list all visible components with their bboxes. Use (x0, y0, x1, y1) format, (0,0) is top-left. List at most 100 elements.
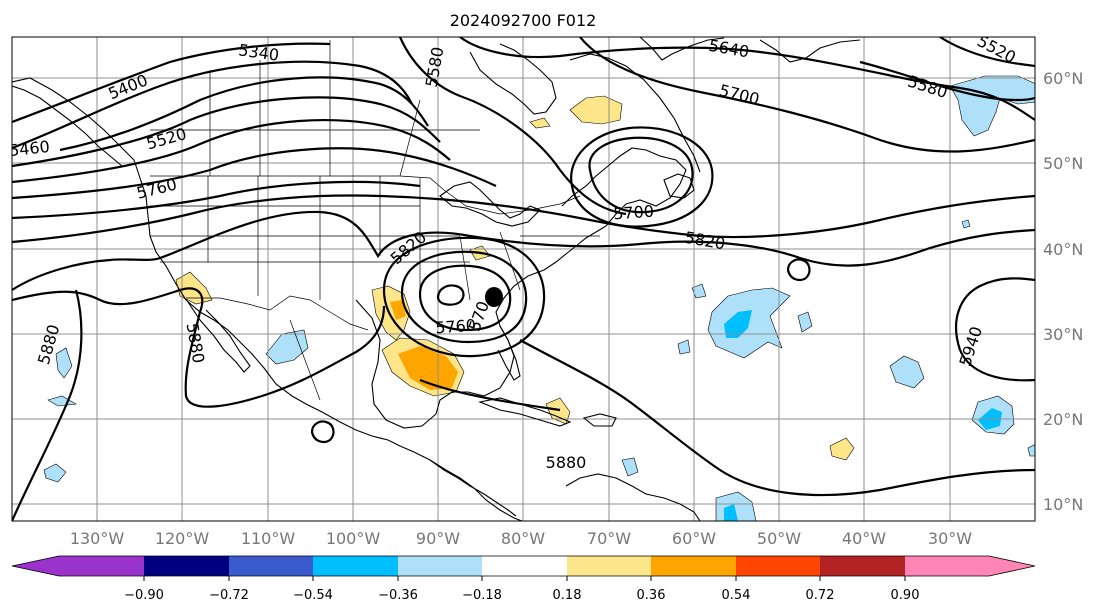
east-coast-north (561, 147, 687, 227)
colorbar-tick-label: 0.18 (553, 588, 582, 603)
contour-5340 (12, 42, 331, 124)
small-ring-pacific (310, 420, 335, 443)
colorbar-extend-high (989, 556, 1035, 576)
colorbar-segment (482, 556, 567, 576)
negative-anomaly-area (961, 219, 971, 229)
lat-label: 50°N (1043, 154, 1083, 173)
contour-5640-north (459, 37, 1035, 121)
lon-label: 80°W (501, 529, 545, 548)
lon-label: 100°W (326, 529, 381, 548)
negative-anomaly-area (677, 339, 691, 355)
us-mexico-border (186, 295, 369, 331)
small-ring-atlantic (786, 258, 811, 281)
positive-anomaly-area (545, 397, 571, 425)
mexico-state-line (289, 319, 321, 401)
lon-label: 60°W (672, 529, 716, 548)
negative-anomaly-area (889, 355, 925, 389)
closed-low-northeast (588, 136, 694, 214)
anomaly-shading (43, 75, 1035, 521)
state-line (459, 235, 471, 301)
newfoundland (663, 173, 695, 199)
graticule (12, 37, 1035, 521)
longitude-labels: 130°W 120°W 110°W 100°W 90°W 80°W 70°W 6… (70, 529, 972, 548)
colorbar-tick-label: −0.54 (293, 588, 333, 603)
colorbar-segment (313, 556, 398, 576)
south-america-north (565, 473, 701, 521)
canada-province-line (399, 99, 421, 177)
contour-5520 (12, 96, 441, 168)
colorbar-tick-label: −0.72 (209, 588, 249, 603)
contour-5580 (12, 118, 451, 184)
hispaniola (582, 413, 617, 427)
colorbar-segment (905, 556, 989, 576)
central-america (429, 459, 517, 517)
colorbar-segment (567, 556, 651, 576)
colorbar-tick-label: −0.36 (378, 588, 418, 603)
colorbar-tick-label: 0.72 (806, 588, 835, 603)
political-borders (150, 40, 600, 401)
negative-anomaly-area (621, 457, 639, 477)
colorbar-segment (229, 556, 313, 576)
negative-anomaly-area (43, 463, 67, 483)
colorbar-extend-low (12, 556, 59, 576)
colorbar-tick-label: −0.90 (124, 588, 164, 603)
positive-anomaly-core (390, 300, 406, 320)
contour-label: 5880 (546, 453, 587, 472)
contour-5820 (12, 210, 1035, 291)
contour-5880 (12, 287, 386, 408)
contour-5640 (12, 147, 497, 200)
colorbar-tick-label: 0.90 (891, 588, 920, 603)
lon-label: 130°W (70, 529, 125, 548)
lon-label: 120°W (155, 529, 210, 548)
cutoff-low-center-marker (485, 287, 503, 307)
labrador-coast (569, 53, 701, 173)
cutoff-low-outer (382, 236, 546, 358)
lon-label: 70°W (587, 529, 631, 548)
contour-label: 5700 (613, 202, 655, 224)
contour-5460 (59, 76, 429, 152)
colorbar-outline (11, 555, 1036, 577)
contour-label: 5460 (8, 137, 50, 160)
closed-low-northeast-outer (570, 126, 714, 228)
colorbar-segment (144, 556, 229, 576)
lat-label: 10°N (1043, 495, 1083, 514)
contour-5880-gulf (419, 378, 561, 412)
contour-upper-5580 (398, 37, 627, 216)
lon-label: 40°W (842, 529, 886, 548)
negative-anomaly-area (797, 311, 813, 333)
contour-5700 (12, 180, 421, 220)
negative-anomaly-area (691, 283, 707, 299)
colorbar-segment (59, 556, 144, 576)
cutoff-low-middle (400, 250, 528, 344)
contour-5700-north (579, 37, 1035, 153)
lat-label: 40°N (1043, 240, 1083, 259)
contour-5520-north (939, 37, 1035, 68)
negative-anomaly-area (55, 347, 73, 379)
colorbar-segment (820, 556, 905, 576)
lon-label: 50°W (757, 529, 801, 548)
cutoff-low-small (436, 284, 465, 306)
colorbar-segment (398, 556, 482, 576)
negative-anomaly-area (1027, 444, 1035, 457)
colorbar: −0.90 −0.72 −0.54 −0.36 −0.18 0.18 0.36 … (11, 555, 1036, 603)
lat-label: 60°N (1043, 69, 1083, 88)
positive-anomaly-area (829, 437, 855, 461)
colorbar-segment (651, 556, 736, 576)
colorbar-tick-label: 0.54 (722, 588, 751, 603)
colorbar-tick-label: −0.18 (462, 588, 502, 603)
contour-5760 (12, 194, 1035, 244)
map-panel: 5340 5400 5460 5520 5580 5640 5520 5700 … (8, 37, 1035, 521)
north-america-west-coast (12, 77, 523, 521)
positive-anomaly-area (529, 117, 551, 129)
contour-5940 (955, 277, 1035, 382)
colorbar-tick-marks (143, 576, 906, 581)
cutoff-low-inner (418, 264, 512, 332)
lat-label: 30°N (1043, 325, 1083, 344)
negative-anomaly-core (724, 504, 738, 521)
colorbar-tick-label: 0.36 (637, 588, 666, 603)
contour-5400 (12, 60, 413, 150)
lon-label: 30°W (928, 529, 972, 548)
contour-label: 5760 (435, 316, 477, 338)
florida (497, 325, 521, 381)
